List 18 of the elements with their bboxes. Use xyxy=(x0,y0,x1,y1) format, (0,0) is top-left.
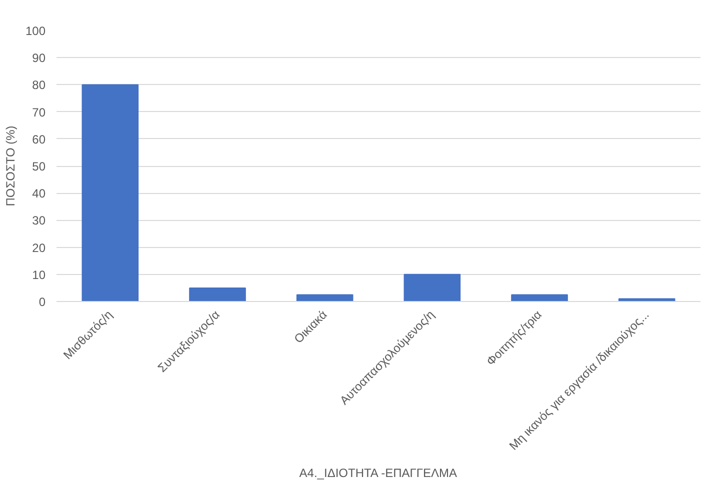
y-tick-label: 50 xyxy=(32,160,46,174)
bar xyxy=(404,274,461,302)
y-axis-title: ΠΟΣΟΣΤΟ (%) xyxy=(3,126,18,206)
y-tick-label: 80 xyxy=(32,78,46,92)
y-tick-label: 20 xyxy=(32,240,46,255)
y-tick-label: 10 xyxy=(32,268,46,282)
y-tick-label: 60 xyxy=(32,132,46,146)
y-tick-label: 40 xyxy=(32,186,46,201)
bar xyxy=(296,294,354,302)
x-axis-title: Α4._ΙΔΙΟΤΗΤΑ -ΕΠΑΓΓΕΛΜΑ xyxy=(299,466,458,480)
bar xyxy=(511,294,568,302)
y-tick-label: 100 xyxy=(25,24,46,38)
y-tick-label: 0 xyxy=(38,295,46,309)
bar xyxy=(189,287,246,302)
bar xyxy=(82,84,139,302)
y-tick-label: 90 xyxy=(32,51,46,66)
y-tick-label: 70 xyxy=(32,105,46,120)
y-tick-label: 30 xyxy=(32,214,46,228)
